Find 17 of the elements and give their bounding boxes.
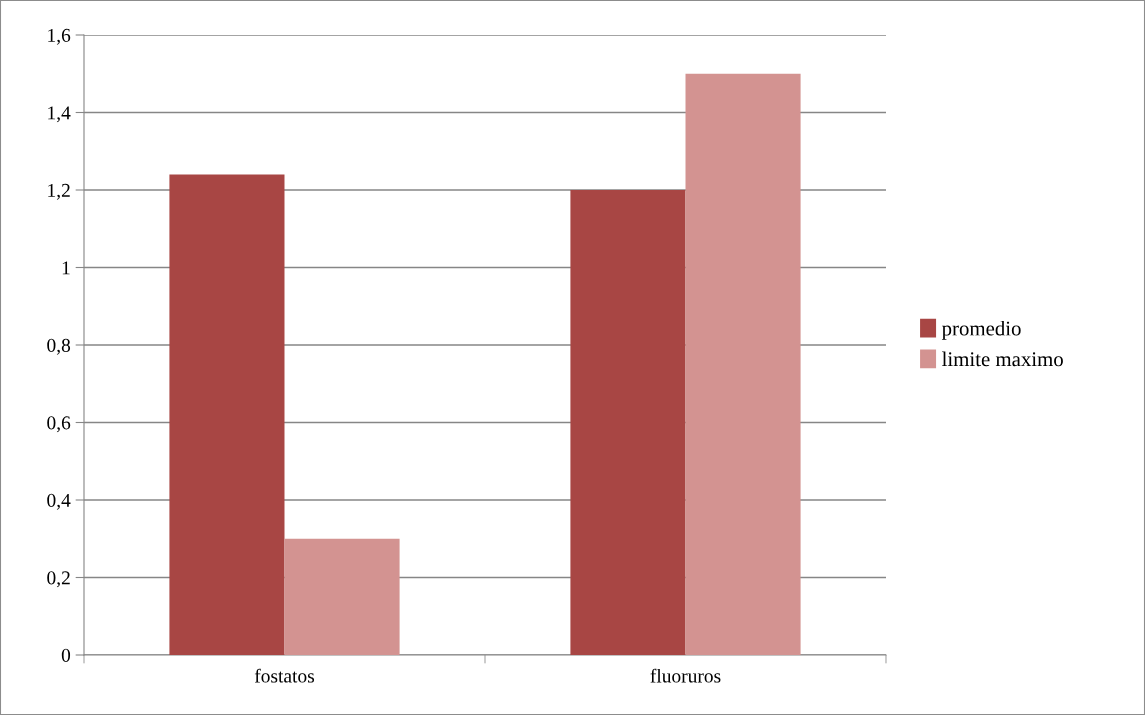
y-tick-label: 1,6 [48,28,71,45]
y-tick-label: 1 [62,261,70,275]
legend-label: promedio [941,320,1021,340]
y-tick-label: 0,4 [47,493,71,510]
bar [284,538,400,655]
bar [685,73,801,655]
y-tick-label: 0 [61,648,71,662]
x-tick-label: fluoruros [650,668,721,683]
y-tick-label: 0,2 [47,571,70,588]
bar [169,174,285,655]
y-tick-label: 1,2 [48,183,70,200]
y-tick-label: 1,4 [48,106,71,123]
y-tick-label: 0,6 [47,416,71,433]
x-tick-label: fostatos [254,668,315,683]
y-tick-label: 0,8 [47,338,71,355]
bar [570,190,686,655]
legend-label: limite maximo [942,351,1063,367]
